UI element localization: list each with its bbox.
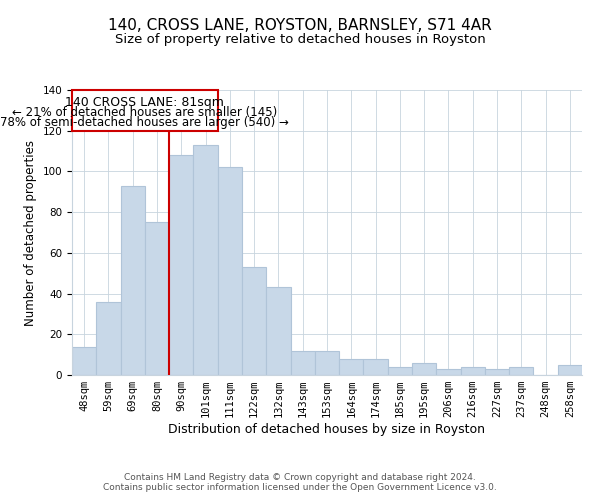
Text: Size of property relative to detached houses in Royston: Size of property relative to detached ho… <box>115 32 485 46</box>
Bar <box>218 168 242 375</box>
Bar <box>72 346 96 375</box>
Bar <box>485 369 509 375</box>
Bar <box>461 367 485 375</box>
Bar <box>169 155 193 375</box>
Bar <box>412 363 436 375</box>
Bar <box>315 350 339 375</box>
Bar <box>193 145 218 375</box>
Bar <box>436 369 461 375</box>
Bar <box>145 222 169 375</box>
Text: 78% of semi-detached houses are larger (540) →: 78% of semi-detached houses are larger (… <box>1 116 289 130</box>
Bar <box>364 358 388 375</box>
Bar <box>242 267 266 375</box>
Bar <box>290 350 315 375</box>
Bar <box>96 302 121 375</box>
Bar <box>388 367 412 375</box>
Bar <box>339 358 364 375</box>
Text: Contains HM Land Registry data © Crown copyright and database right 2024.
Contai: Contains HM Land Registry data © Crown c… <box>103 473 497 492</box>
Y-axis label: Number of detached properties: Number of detached properties <box>24 140 37 326</box>
FancyBboxPatch shape <box>72 90 218 130</box>
Bar <box>509 367 533 375</box>
Text: ← 21% of detached houses are smaller (145): ← 21% of detached houses are smaller (14… <box>12 106 277 120</box>
Text: 140 CROSS LANE: 81sqm: 140 CROSS LANE: 81sqm <box>65 96 224 109</box>
Bar <box>121 186 145 375</box>
Text: 140, CROSS LANE, ROYSTON, BARNSLEY, S71 4AR: 140, CROSS LANE, ROYSTON, BARNSLEY, S71 … <box>108 18 492 32</box>
X-axis label: Distribution of detached houses by size in Royston: Distribution of detached houses by size … <box>169 423 485 436</box>
Bar <box>558 365 582 375</box>
Bar <box>266 288 290 375</box>
